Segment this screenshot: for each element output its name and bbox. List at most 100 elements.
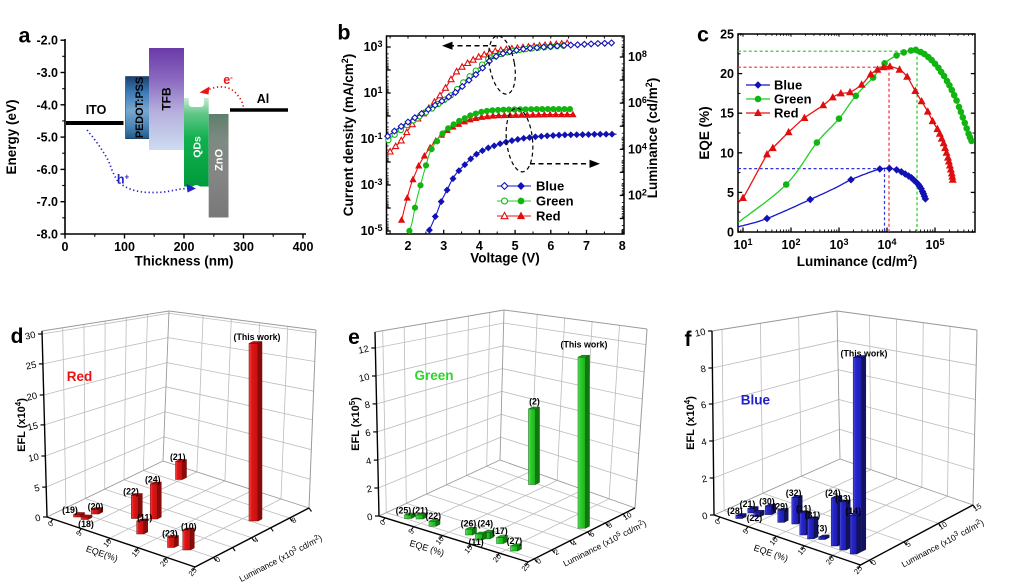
svg-text:-3.0: -3.0 [36, 66, 58, 80]
svg-text:(24): (24) [825, 488, 841, 498]
svg-text:(18): (18) [78, 519, 94, 529]
svg-text:e: e [348, 326, 360, 349]
svg-text:(11): (11) [796, 504, 811, 514]
svg-text:300: 300 [233, 240, 254, 254]
svg-text:(11): (11) [137, 513, 152, 523]
svg-text:Voltage (V): Voltage (V) [470, 251, 540, 266]
svg-text:Green: Green [774, 92, 812, 107]
svg-text:(3): (3) [817, 524, 828, 534]
svg-text:0: 0 [727, 226, 734, 240]
svg-text:Blue: Blue [741, 393, 771, 408]
svg-text:0: 0 [34, 513, 41, 525]
svg-text:6: 6 [588, 529, 596, 539]
svg-text:(11): (11) [469, 537, 484, 547]
svg-text:QDs: QDs [192, 136, 204, 158]
svg-text:(28): (28) [727, 506, 743, 516]
svg-text:-7.0: -7.0 [36, 195, 58, 209]
svg-text:5: 5 [904, 539, 912, 549]
svg-text:20: 20 [720, 67, 734, 81]
svg-text:8: 8 [606, 520, 614, 530]
svg-text:0: 0 [535, 556, 543, 566]
svg-text:TFB: TFB [160, 87, 174, 111]
svg-text:10: 10 [27, 452, 40, 465]
svg-text:(20): (20) [88, 502, 104, 512]
svg-text:0: 0 [713, 517, 723, 526]
svg-text:5: 5 [406, 527, 416, 536]
svg-text:5: 5 [727, 186, 734, 200]
svg-text:2: 2 [405, 239, 412, 253]
svg-text:Blue: Blue [536, 179, 564, 194]
svg-text:(33): (33) [835, 494, 851, 504]
svg-text:Thickness (nm): Thickness (nm) [134, 254, 233, 269]
svg-text:15: 15 [26, 421, 39, 434]
svg-text:(25): (25) [396, 506, 412, 516]
svg-text:a: a [19, 24, 32, 48]
svg-text:12: 12 [357, 344, 370, 357]
svg-text:10: 10 [720, 146, 734, 160]
svg-text:10: 10 [694, 327, 707, 340]
svg-text:6: 6 [547, 239, 554, 253]
svg-text:(17): (17) [492, 526, 508, 536]
svg-text:ZnO: ZnO [214, 149, 226, 171]
svg-text:(21): (21) [412, 506, 428, 516]
svg-text:(23): (23) [162, 529, 178, 539]
svg-text:(21): (21) [170, 452, 186, 462]
svg-text:(26): (26) [461, 518, 477, 528]
svg-text:0: 0 [62, 240, 69, 254]
svg-text:Red: Red [67, 369, 93, 384]
svg-text:f: f [685, 328, 693, 351]
svg-text:10: 10 [358, 372, 371, 385]
svg-text:(31): (31) [805, 510, 821, 520]
svg-text:(30): (30) [759, 497, 775, 507]
svg-text:d: d [11, 325, 24, 348]
svg-text:6: 6 [700, 400, 707, 412]
svg-text:(22): (22) [425, 511, 441, 521]
svg-text:Al: Al [257, 92, 270, 106]
svg-text:0: 0 [870, 558, 878, 568]
svg-text:30: 30 [24, 330, 37, 343]
svg-text:100: 100 [114, 240, 135, 254]
svg-text:0: 0 [366, 512, 373, 524]
svg-text:EFL (x105): EFL (x105) [348, 397, 362, 451]
svg-text:4: 4 [476, 239, 483, 253]
svg-text:0: 0 [378, 518, 388, 527]
svg-text:7: 7 [583, 239, 590, 253]
svg-text:8: 8 [700, 364, 707, 376]
svg-text:400: 400 [293, 240, 314, 254]
svg-text:b: b [337, 21, 350, 45]
svg-text:10: 10 [937, 520, 949, 532]
svg-text:15: 15 [720, 107, 734, 121]
svg-text:Current density (mA/cm2): Current density (mA/cm2) [340, 54, 356, 217]
svg-text:5: 5 [33, 483, 40, 495]
svg-text:5: 5 [512, 239, 519, 253]
svg-text:(This work): (This work) [561, 340, 608, 350]
svg-text:-5.0: -5.0 [36, 131, 58, 145]
svg-text:(32): (32) [786, 488, 802, 498]
svg-text:(19): (19) [62, 505, 78, 515]
svg-text:Green: Green [414, 368, 453, 383]
svg-text:Energy (eV): Energy (eV) [4, 99, 19, 174]
svg-text:(29): (29) [772, 502, 788, 512]
svg-text:(This work): (This work) [234, 332, 281, 342]
svg-text:25: 25 [720, 28, 734, 42]
svg-text:(14): (14) [845, 506, 861, 516]
svg-text:(22): (22) [747, 513, 763, 523]
svg-text:PEDOT:PSS: PEDOT:PSS [134, 77, 146, 138]
svg-text:Blue: Blue [774, 78, 802, 93]
svg-text:8: 8 [619, 239, 626, 253]
svg-text:c: c [697, 23, 709, 47]
svg-text:Luminance (cd/m2): Luminance (cd/m2) [797, 253, 918, 269]
svg-text:Luminance (cd/m2): Luminance (cd/m2) [644, 78, 660, 199]
svg-text:-4.0: -4.0 [36, 98, 58, 112]
svg-text:200: 200 [174, 240, 195, 254]
svg-text:2: 2 [701, 474, 708, 486]
svg-text:2: 2 [366, 484, 373, 496]
svg-text:EFL (x104): EFL (x104) [14, 398, 28, 452]
svg-text:8: 8 [290, 515, 298, 525]
svg-text:(24): (24) [477, 518, 493, 528]
svg-text:0: 0 [46, 519, 56, 528]
svg-text:e-: e- [223, 73, 233, 87]
svg-text:EFL (x104): EFL (x104) [683, 396, 697, 450]
svg-text:(This work): (This work) [841, 349, 888, 359]
svg-text:3: 3 [440, 239, 447, 253]
